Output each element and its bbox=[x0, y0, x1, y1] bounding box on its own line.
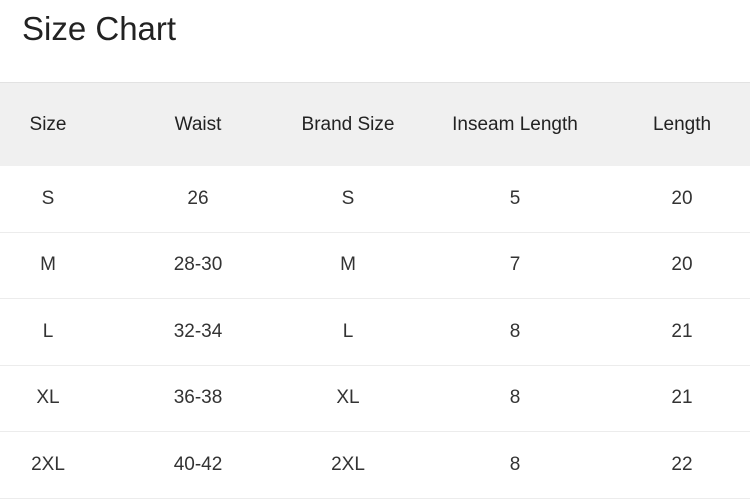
table-cell: 5 bbox=[509, 187, 521, 209]
table-cell: 21 bbox=[671, 387, 693, 409]
table-cell: XL bbox=[336, 387, 360, 409]
table-cell: 8 bbox=[509, 387, 521, 409]
table-cell: 8 bbox=[509, 453, 521, 475]
table-cell: M bbox=[40, 254, 56, 276]
table-cell: XL bbox=[36, 387, 60, 409]
table-cell: S bbox=[341, 187, 355, 209]
table-cell: 8 bbox=[509, 320, 521, 342]
size-chart-table: Size Waist Brand Size Inseam Length Length S… bbox=[0, 82, 750, 499]
column-header: Size bbox=[29, 113, 67, 135]
table-cell: L bbox=[342, 320, 354, 342]
table-cell: 21 bbox=[671, 320, 693, 342]
table-cell: 20 bbox=[671, 254, 693, 276]
table-cell: 28-30 bbox=[173, 254, 223, 276]
table-cell: 2XL bbox=[331, 453, 365, 475]
table-cell: 32-34 bbox=[173, 320, 223, 342]
table-row: S 26 S 5 20 bbox=[0, 166, 750, 233]
table-cell: 40-42 bbox=[173, 453, 223, 475]
table-header: Size Waist Brand Size Inseam Length Length bbox=[0, 82, 750, 166]
column-header: Inseam Length bbox=[452, 113, 578, 135]
table-row: M 28-30 M 7 20 bbox=[0, 233, 750, 299]
column-header: Length bbox=[652, 113, 712, 135]
table-cell: 22 bbox=[671, 453, 693, 475]
table-cell: 36-38 bbox=[173, 387, 223, 409]
table-cell: 26 bbox=[187, 187, 209, 209]
column-header: Brand Size bbox=[301, 113, 395, 135]
page-title: Size Chart bbox=[22, 10, 177, 47]
table-row: 2XL 40-42 2XL 8 22 bbox=[0, 432, 750, 499]
table-row: L 32-34 L 8 21 bbox=[0, 299, 750, 366]
table-cell: S bbox=[41, 187, 55, 209]
column-header: Waist bbox=[174, 113, 222, 135]
table-cell: 20 bbox=[671, 187, 693, 209]
table-cell: 7 bbox=[509, 254, 521, 276]
table-cell: 2XL bbox=[31, 453, 65, 475]
table-cell: L bbox=[42, 320, 54, 342]
table-cell: M bbox=[340, 254, 356, 276]
table-row: XL 36-38 XL 8 21 bbox=[0, 366, 750, 432]
